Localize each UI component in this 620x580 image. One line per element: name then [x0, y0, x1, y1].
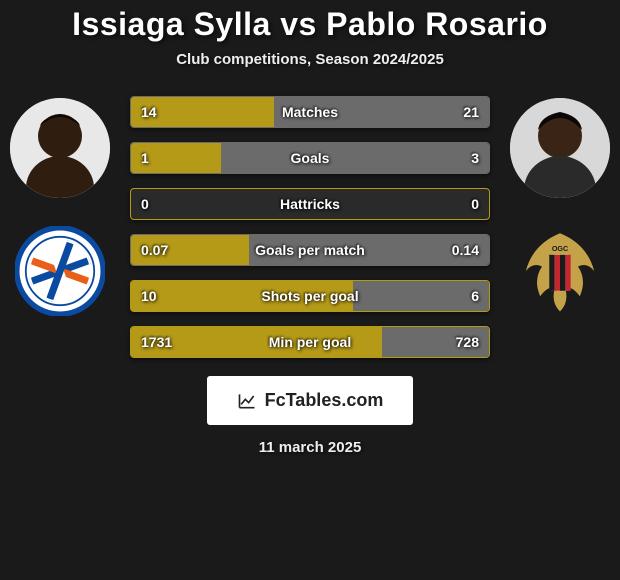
stat-row: Goals1 3 — [130, 142, 490, 174]
stat-row: Hattricks0 0 — [130, 188, 490, 220]
branding-text: FcTables.com — [265, 390, 384, 411]
page-title: Issiaga Sylla vs Pablo Rosario — [72, 6, 548, 43]
stat-row: Matches14 21 — [130, 96, 490, 128]
main-row: Matches14 21 Goals1 3 Hattricks0 0 Goals per m… — [0, 96, 620, 358]
nice-badge-icon: OGC — [515, 226, 605, 316]
stat-value-left: 1 — [131, 143, 159, 173]
player-right-avatar — [510, 98, 610, 198]
right-side: OGC — [500, 96, 620, 316]
stat-label: Goals — [131, 143, 489, 173]
montpellier-badge-icon — [15, 226, 105, 316]
comparison-card: Issiaga Sylla vs Pablo Rosario Club comp… — [0, 0, 620, 580]
player-right-club-badge: OGC — [515, 226, 605, 316]
stat-label: Shots per goal — [131, 281, 489, 311]
stat-row: Shots per goal10 6 — [130, 280, 490, 312]
stat-value-right: 6 — [461, 281, 489, 311]
stat-value-left: 0.07 — [131, 235, 178, 265]
branding-badge[interactable]: FcTables.com — [207, 376, 414, 425]
stat-value-right: 0 — [461, 189, 489, 219]
stat-value-left: 1731 — [131, 327, 182, 357]
chart-icon — [237, 391, 257, 411]
player-left-club-badge — [15, 226, 105, 316]
stat-label: Goals per match — [131, 235, 489, 265]
stat-value-right: 0.14 — [442, 235, 489, 265]
player-left-avatar — [10, 98, 110, 198]
stat-value-right: 3 — [461, 143, 489, 173]
stat-value-left: 14 — [131, 97, 167, 127]
stat-row: Min per goal1731 728 — [130, 326, 490, 358]
avatar-placeholder-icon — [510, 98, 610, 198]
svg-text:OGC: OGC — [552, 244, 568, 253]
left-side — [0, 96, 120, 316]
date-label: 11 march 2025 — [259, 439, 362, 456]
stat-label: Hattricks — [131, 189, 489, 219]
stats-bars: Matches14 21 Goals1 3 Hattricks0 0 Goals per m… — [120, 96, 500, 358]
stat-row: Goals per match0.07 0.14 — [130, 234, 490, 266]
stat-label: Min per goal — [131, 327, 489, 357]
avatar-placeholder-icon — [10, 98, 110, 198]
stat-value-left: 10 — [131, 281, 167, 311]
stat-label: Matches — [131, 97, 489, 127]
stat-value-left: 0 — [131, 189, 159, 219]
stat-value-right: 21 — [453, 97, 489, 127]
season-subtitle: Club competitions, Season 2024/2025 — [176, 51, 444, 68]
stat-value-right: 728 — [446, 327, 489, 357]
